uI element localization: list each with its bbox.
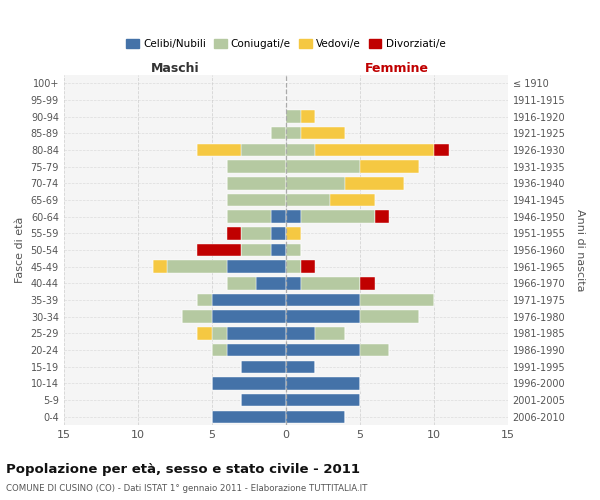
Bar — [301, 127, 345, 140]
Bar — [227, 327, 286, 340]
Bar — [286, 294, 360, 306]
Bar — [286, 127, 301, 140]
Bar — [227, 210, 271, 223]
Bar — [241, 244, 271, 256]
Bar — [182, 310, 212, 323]
Bar — [301, 260, 316, 273]
Bar — [286, 394, 360, 406]
Bar — [241, 144, 286, 156]
Bar — [316, 327, 345, 340]
Bar — [271, 227, 286, 239]
Bar — [256, 277, 286, 289]
Y-axis label: Fasce di età: Fasce di età — [15, 217, 25, 283]
Bar — [241, 394, 286, 406]
Legend: Celibi/Nubili, Coniugati/e, Vedovi/e, Divorziati/e: Celibi/Nubili, Coniugati/e, Vedovi/e, Di… — [122, 34, 449, 53]
Bar — [286, 344, 360, 356]
Bar — [286, 144, 316, 156]
Bar — [286, 177, 345, 190]
Y-axis label: Anni di nascita: Anni di nascita — [575, 208, 585, 291]
Bar — [212, 294, 286, 306]
Bar — [286, 277, 301, 289]
Bar — [212, 310, 286, 323]
Bar — [212, 327, 227, 340]
Text: COMUNE DI CUSINO (CO) - Dati ISTAT 1° gennaio 2011 - Elaborazione TUTTITALIA.IT: COMUNE DI CUSINO (CO) - Dati ISTAT 1° ge… — [6, 484, 367, 493]
Bar — [227, 277, 256, 289]
Bar — [301, 277, 360, 289]
Bar — [286, 194, 330, 206]
Bar — [301, 210, 374, 223]
Bar — [197, 144, 241, 156]
Bar — [286, 227, 301, 239]
Bar — [286, 377, 360, 390]
Bar — [330, 194, 374, 206]
Bar — [360, 160, 419, 173]
Bar — [316, 144, 434, 156]
Bar — [227, 160, 286, 173]
Bar — [345, 177, 404, 190]
Bar — [241, 360, 286, 373]
Bar — [241, 227, 271, 239]
Bar — [167, 260, 227, 273]
Bar — [301, 110, 316, 123]
Bar — [286, 360, 316, 373]
Text: Popolazione per età, sesso e stato civile - 2011: Popolazione per età, sesso e stato civil… — [6, 462, 360, 475]
Bar — [374, 210, 389, 223]
Bar — [271, 210, 286, 223]
Bar — [227, 194, 286, 206]
Bar — [286, 110, 301, 123]
Bar — [360, 277, 374, 289]
Bar — [197, 244, 241, 256]
Bar — [286, 260, 301, 273]
Text: Maschi: Maschi — [151, 62, 199, 75]
Bar — [212, 344, 227, 356]
Bar — [197, 294, 212, 306]
Bar — [434, 144, 449, 156]
Bar — [360, 310, 419, 323]
Bar — [360, 294, 434, 306]
Bar — [286, 160, 360, 173]
Bar — [227, 344, 286, 356]
Bar — [286, 210, 301, 223]
Bar — [212, 377, 286, 390]
Bar — [227, 227, 241, 239]
Bar — [227, 177, 286, 190]
Text: Femmine: Femmine — [365, 62, 429, 75]
Bar — [152, 260, 167, 273]
Bar — [271, 127, 286, 140]
Bar — [286, 410, 345, 423]
Bar — [286, 310, 360, 323]
Bar — [197, 327, 212, 340]
Bar — [360, 344, 389, 356]
Bar — [286, 244, 301, 256]
Bar — [286, 327, 316, 340]
Bar — [271, 244, 286, 256]
Bar — [227, 260, 286, 273]
Bar — [212, 410, 286, 423]
